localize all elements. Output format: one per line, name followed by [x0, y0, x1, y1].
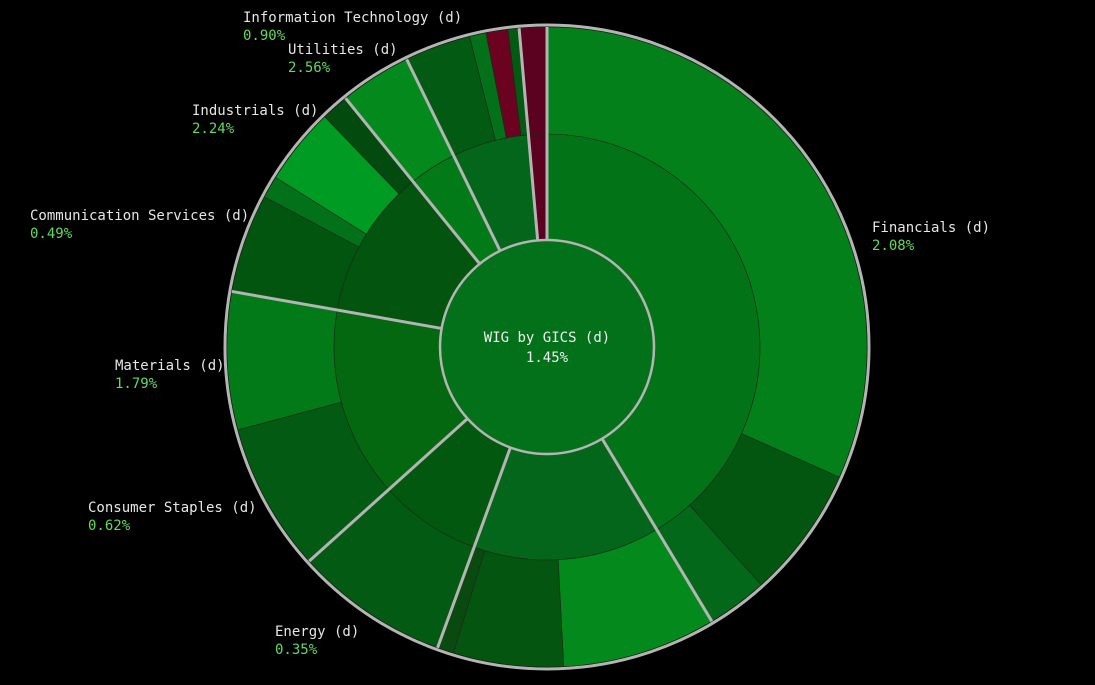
- sector-change: 0.62%: [88, 518, 131, 534]
- sector-label: Industrials (d): [192, 103, 318, 119]
- sector-change: 0.90%: [243, 28, 286, 44]
- sector-divider: [231, 289, 442, 330]
- sector-divider: [517, 28, 540, 241]
- sector-change: 1.79%: [115, 376, 158, 392]
- sector-divider: [436, 447, 512, 649]
- sector-change: 2.24%: [192, 121, 235, 137]
- sector-divider: [600, 437, 714, 623]
- sector-label: Communication Services (d): [30, 208, 249, 224]
- sector-change: 2.56%: [288, 60, 331, 76]
- sector-divider: [344, 97, 481, 265]
- sector-label: Consumer Staples (d): [88, 500, 257, 516]
- sector-label: Energy (d): [275, 624, 359, 640]
- sector-label: Utilities (d): [288, 42, 398, 58]
- sector-change: 0.35%: [275, 642, 318, 658]
- sector-label: Financials (d): [872, 220, 990, 236]
- outer-ring: [223, 23, 871, 671]
- sub-sector: [546, 26, 868, 478]
- center-title: WIG by GICS (d): [484, 330, 610, 346]
- center-change: 1.45%: [526, 350, 569, 366]
- sunburst: [223, 23, 871, 671]
- center-disc: [440, 240, 654, 454]
- sector-change: 0.49%: [30, 226, 73, 242]
- sector-divider: [405, 58, 502, 252]
- sector-change: 2.08%: [872, 238, 915, 254]
- sector-divider: [308, 417, 469, 563]
- sector-label: Materials (d): [115, 358, 225, 374]
- sector-label: Information Technology (d): [243, 10, 462, 26]
- center-ring: [438, 238, 656, 456]
